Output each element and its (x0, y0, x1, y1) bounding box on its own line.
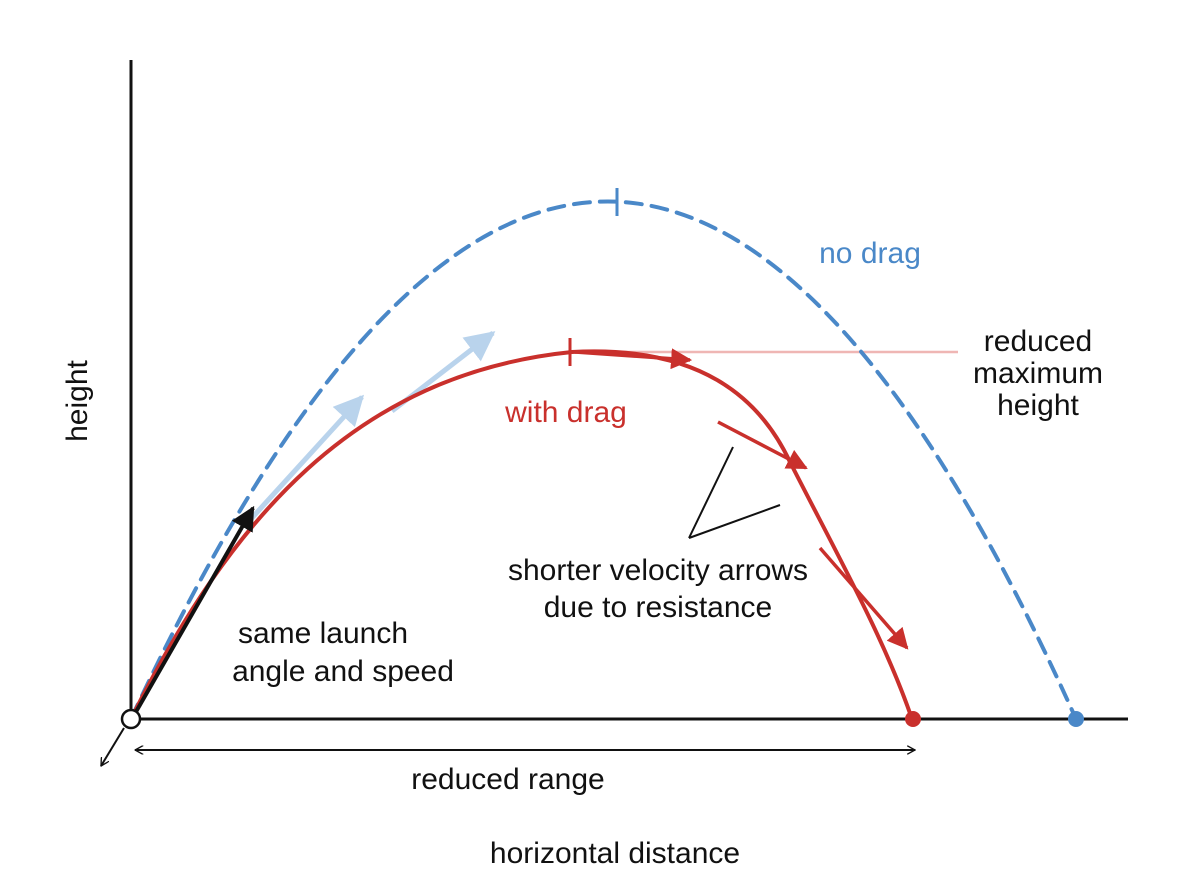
velocity-annotation-line-1: shorter velocity arrows (508, 554, 808, 587)
max-height-annotation-line-2: maximum (973, 357, 1103, 390)
with-drag-label: with drag (504, 396, 627, 429)
launch-annotation-line-1: same launch (238, 617, 408, 650)
velocity-arrow-with-drag (818, 546, 909, 650)
with-drag-landing-point (905, 711, 921, 727)
callout-line (688, 504, 781, 539)
y-axis-label: height (61, 359, 94, 441)
max-height-annotation-line-3: height (997, 389, 1079, 422)
velocity-annotation-line-2: due to resistance (544, 591, 772, 624)
no-drag-trajectory (129, 199, 1078, 721)
origin-axis-arrow (100, 727, 125, 766)
launch-annotation-line-2: angle and speed (232, 655, 454, 688)
no-drag-landing-point (1068, 711, 1084, 727)
no-drag-label: no drag (819, 237, 921, 270)
callout-line (688, 446, 734, 539)
velocity-arrow-with-drag (574, 348, 693, 370)
launch-velocity-arrow (131, 505, 255, 718)
launch-point (120, 708, 142, 730)
velocity-arrow-no-drag (248, 394, 365, 522)
range-label: reduced range (411, 763, 604, 796)
velocity-arrow-with-drag (717, 420, 808, 470)
max-height-annotation-line-1: reduced (984, 325, 1092, 358)
x-axis-label: horizontal distance (490, 837, 740, 870)
